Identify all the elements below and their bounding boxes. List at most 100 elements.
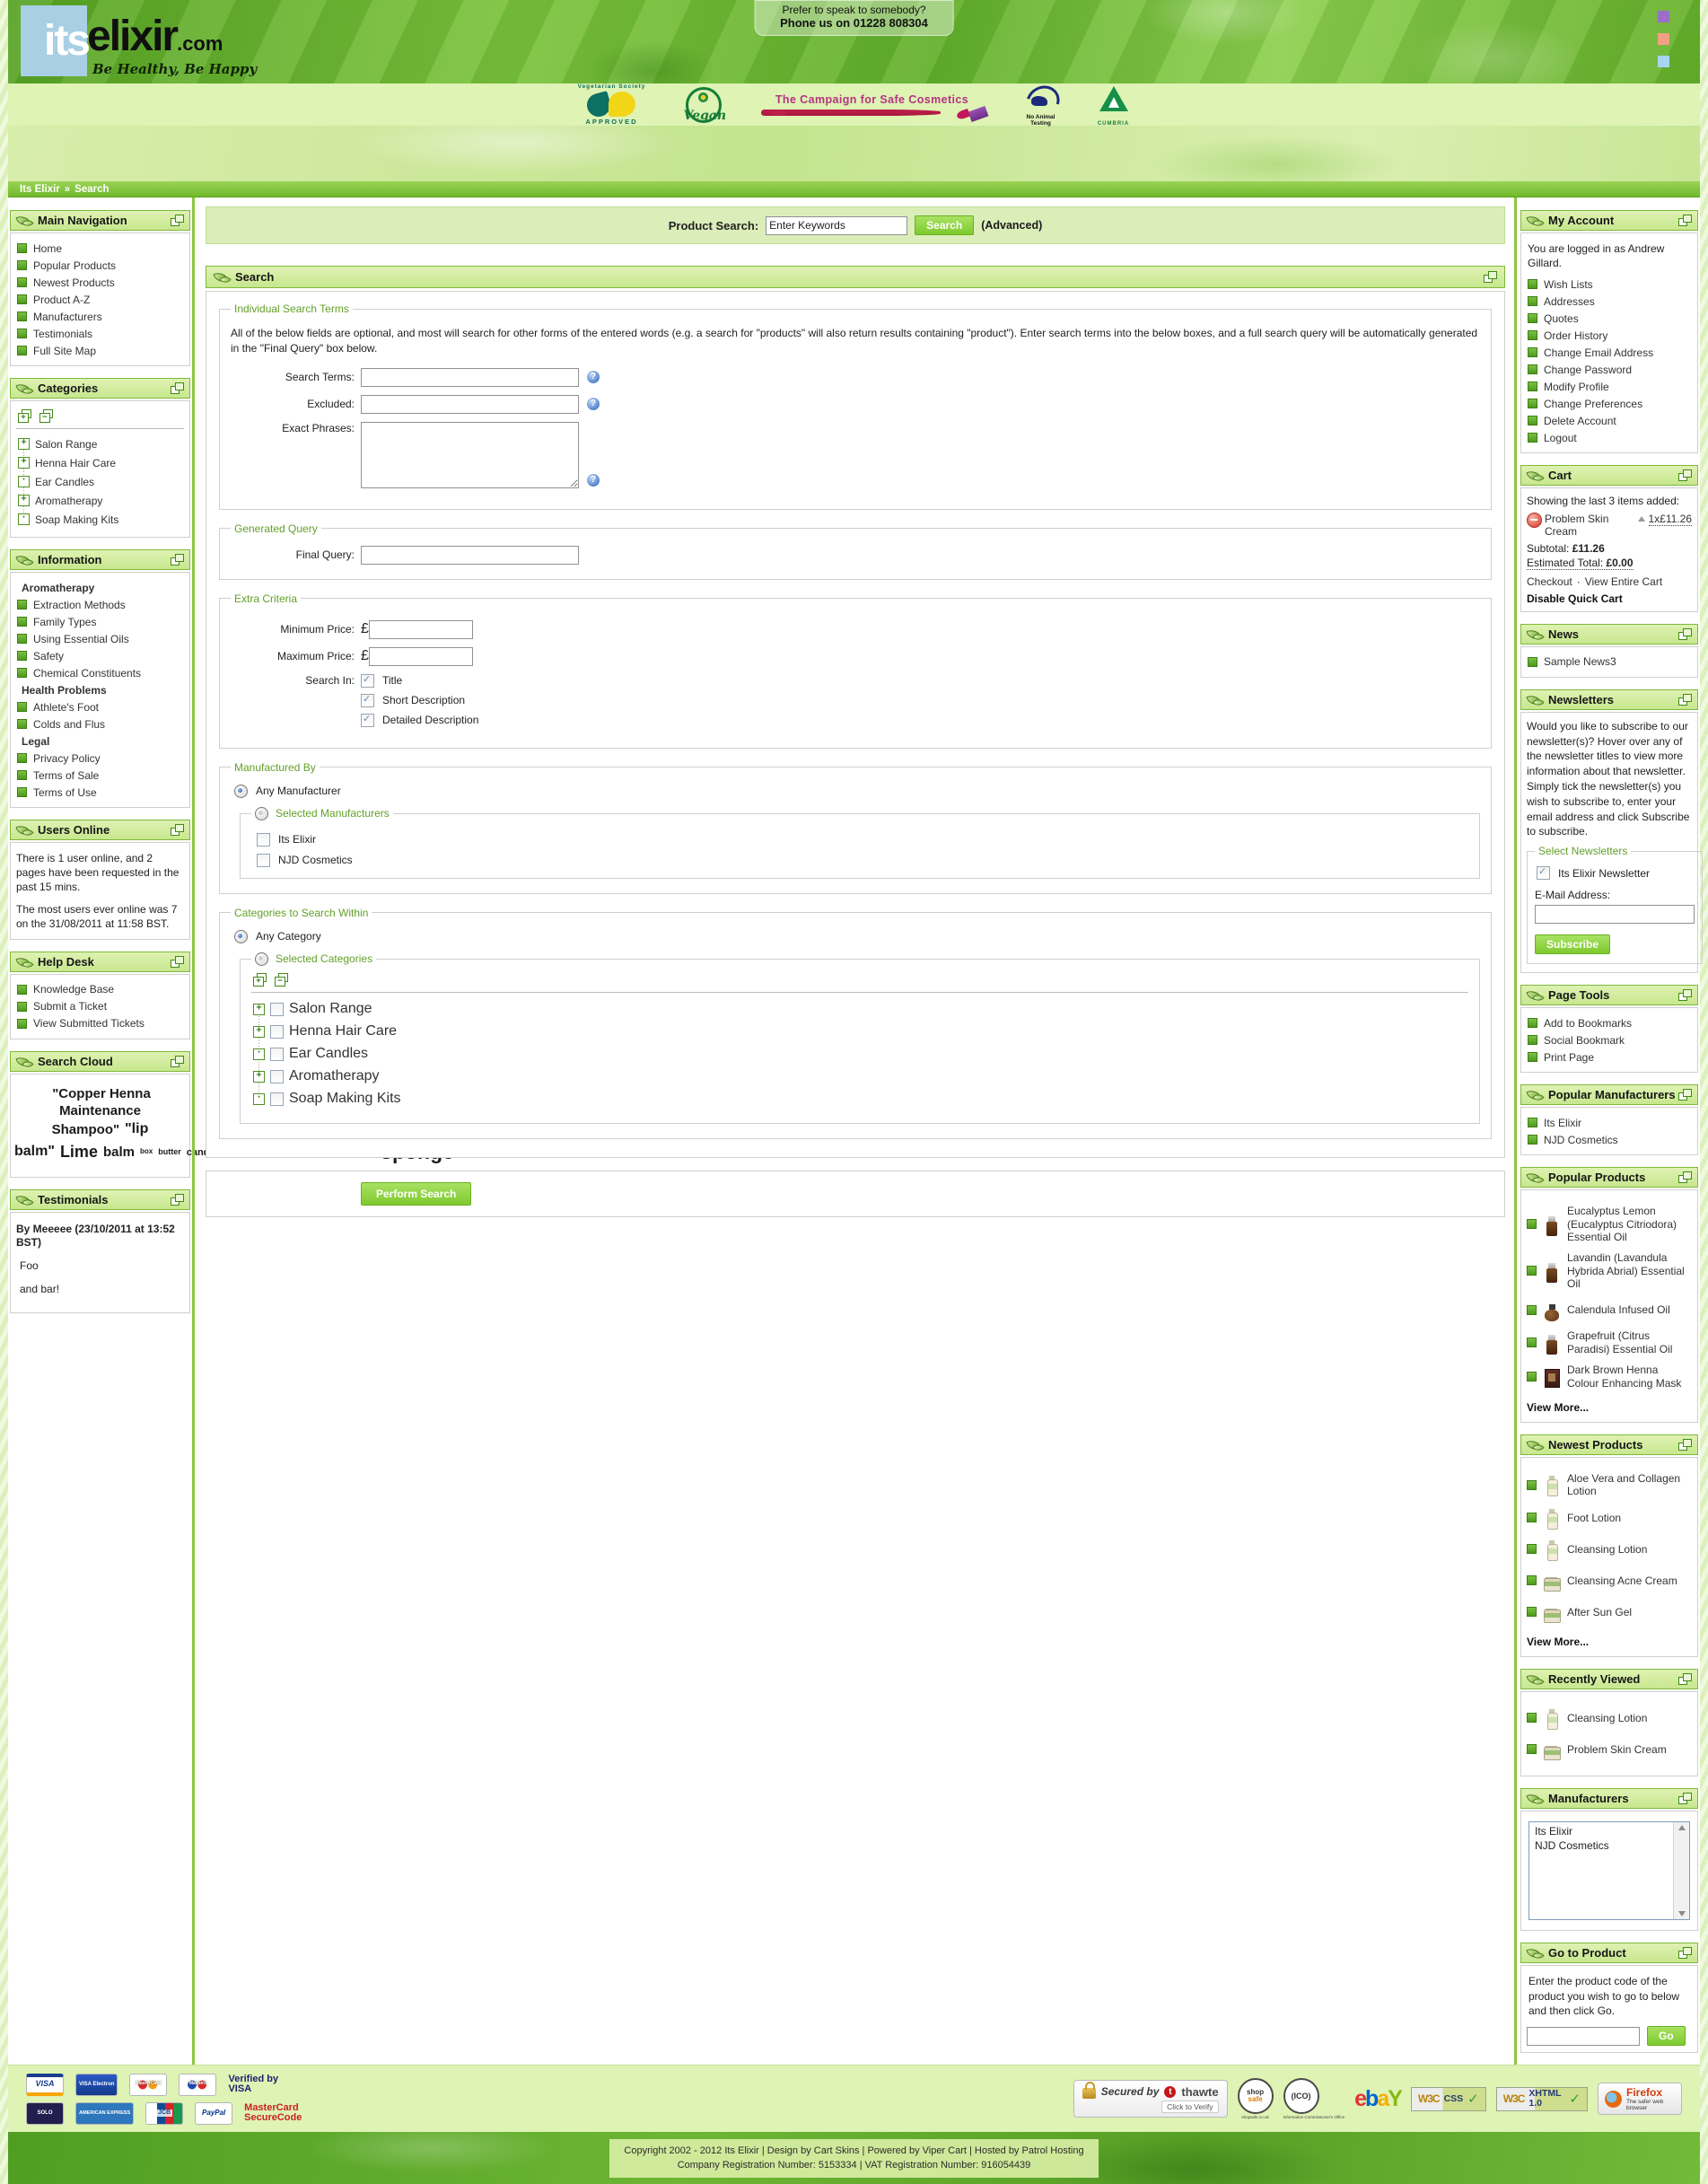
shop-safe-badge[interactable]: shop safe shopsafe.co.uk xyxy=(1237,2078,1274,2119)
information-entry[interactable]: Family Types xyxy=(16,613,184,630)
account-item[interactable]: Change Password xyxy=(1527,361,1692,378)
ico-badge[interactable]: (ICO) Information Commissioner's Office xyxy=(1283,2078,1345,2119)
category-link[interactable]: Soap Making Kits xyxy=(35,513,119,526)
cart-item-link[interactable]: Problem Skin Cream xyxy=(1545,512,1609,539)
collapse-box-icon[interactable] xyxy=(1678,1439,1692,1452)
information-entry[interactable]: Privacy Policy xyxy=(16,750,184,767)
product-item[interactable]: Foot Lotion xyxy=(1527,1506,1692,1530)
product-item[interactable]: Cleansing Lotion xyxy=(1527,1706,1692,1730)
collapse-box-icon[interactable] xyxy=(1678,1171,1692,1184)
manufacturer-item[interactable]: NJD Cosmetics xyxy=(1527,1131,1692,1148)
category-tree-item[interactable]: Henna Hair Care xyxy=(18,453,184,472)
help-desk-item[interactable]: View Submitted Tickets xyxy=(16,1015,184,1032)
nav-link[interactable]: Full Site Map xyxy=(33,344,97,357)
search-cloud-tag[interactable]: Lime xyxy=(59,1142,98,1161)
tree-expander-icon[interactable] xyxy=(253,1003,265,1015)
excluded-input[interactable] xyxy=(361,394,579,414)
account-item[interactable]: Change Email Address xyxy=(1527,344,1692,361)
manufacturer-option[interactable]: Its Elixir xyxy=(257,832,1468,846)
category-tree-item[interactable]: Soap Making Kits xyxy=(18,510,184,529)
category-tree-item[interactable]: Henna Hair Care xyxy=(253,1021,1468,1043)
category-link[interactable]: Ear Candles xyxy=(289,1046,369,1062)
search-cloud-tag[interactable]: "Copper Henna Maintenance Shampoo" xyxy=(51,1085,151,1137)
help-desk-link[interactable]: Knowledge Base xyxy=(33,983,115,996)
search-cloud-tag[interactable]: "lip balm" xyxy=(14,1120,149,1160)
information-entry[interactable]: Safety xyxy=(16,647,184,664)
category-tree-item[interactable]: Salon Range xyxy=(18,434,184,453)
collapse-box-icon[interactable] xyxy=(171,1193,184,1206)
nav-link[interactable]: Popular Products xyxy=(33,259,117,272)
product-link[interactable]: Cleansing Lotion xyxy=(1567,1542,1648,1556)
collapse-box-icon[interactable] xyxy=(1678,469,1692,482)
collapse-all-icon[interactable] xyxy=(39,409,54,423)
information-link[interactable]: Legal xyxy=(22,734,50,748)
product-link[interactable]: Problem Skin Cream xyxy=(1567,1742,1667,1756)
account-link[interactable]: Change Password xyxy=(1544,363,1633,376)
product-item[interactable]: Dark Brown Henna Colour Enhancing Mask xyxy=(1527,1364,1692,1390)
account-link[interactable]: Change Preferences xyxy=(1544,397,1643,410)
tree-expander-icon[interactable] xyxy=(18,513,30,525)
account-link[interactable]: Wish Lists xyxy=(1544,277,1593,291)
nav-item[interactable]: Full Site Map xyxy=(16,342,184,359)
nav-link[interactable]: Home xyxy=(33,241,63,255)
account-item[interactable]: Quotes xyxy=(1527,310,1692,327)
collapse-all-icon[interactable] xyxy=(275,972,289,987)
information-entry[interactable]: Aromatherapy xyxy=(16,579,184,596)
category-tree-item[interactable]: Ear Candles xyxy=(253,1043,1468,1066)
cart-estimated-total[interactable]: Estimated Total: £0.00 xyxy=(1527,556,1692,570)
collapse-box-icon[interactable] xyxy=(171,554,184,566)
search-in-option[interactable]: Title xyxy=(361,673,478,688)
account-link[interactable]: Delete Account xyxy=(1544,414,1616,427)
selected-categories-radio[interactable] xyxy=(255,952,268,966)
click-to-verify-link[interactable]: Click to Verify xyxy=(1161,2101,1219,2114)
go-button[interactable]: Go xyxy=(1647,2026,1686,2047)
information-link[interactable]: Colds and Flus xyxy=(33,717,106,731)
account-item[interactable]: Change Preferences xyxy=(1527,395,1692,412)
any-manufacturer-option[interactable]: Any Manufacturer xyxy=(234,784,1480,798)
remove-item-icon[interactable] xyxy=(1527,512,1542,528)
information-entry[interactable]: Chemical Constituents xyxy=(16,664,184,681)
firefox-badge[interactable]: Firefox The safer web browser xyxy=(1598,2083,1682,2116)
site-logo[interactable]: its elixir .com Be Healthy, Be Happy xyxy=(21,5,257,77)
collapse-box-icon[interactable] xyxy=(171,215,184,226)
category-checkbox[interactable] xyxy=(270,1069,284,1083)
information-link[interactable]: Athlete's Foot xyxy=(33,700,99,714)
information-link[interactable]: Terms of Use xyxy=(33,785,97,799)
category-tree-item[interactable]: Aromatherapy xyxy=(253,1066,1468,1088)
product-code-input[interactable] xyxy=(1527,2026,1640,2046)
information-entry[interactable]: Terms of Use xyxy=(16,784,184,801)
category-checkbox[interactable] xyxy=(270,1092,284,1106)
tree-expander-icon[interactable] xyxy=(18,494,30,506)
manufacturer-link[interactable]: NJD Cosmetics xyxy=(1544,1133,1618,1146)
information-link[interactable]: Health Problems xyxy=(22,683,107,697)
ebay-icon[interactable]: ebaY xyxy=(1354,2087,1403,2110)
thawte-seal[interactable]: Secured by t thawte Click to Verify xyxy=(1073,2080,1228,2118)
page-tool-link[interactable]: Print Page xyxy=(1544,1050,1595,1064)
search-cloud-tag[interactable]: box xyxy=(139,1147,153,1156)
any-category-radio[interactable] xyxy=(234,929,248,943)
search-terms-input[interactable] xyxy=(361,367,579,387)
collapse-box-icon[interactable] xyxy=(1678,1672,1692,1685)
product-item[interactable]: After Sun Gel xyxy=(1527,1601,1692,1624)
breadcrumb-home-link[interactable]: Its Elixir xyxy=(20,183,60,195)
page-tool-item[interactable]: Add to Bookmarks xyxy=(1527,1014,1692,1031)
nav-item[interactable]: Home xyxy=(16,240,184,257)
view-more-link[interactable]: View More... xyxy=(1527,1635,1590,1648)
nav-item[interactable]: Product A-Z xyxy=(16,291,184,308)
information-entry[interactable]: Health Problems xyxy=(16,681,184,698)
product-link[interactable]: After Sun Gel xyxy=(1567,1605,1633,1618)
view-more-link[interactable]: View More... xyxy=(1527,1401,1590,1415)
scrollbar[interactable] xyxy=(1673,1821,1689,1919)
checkbox-icon[interactable] xyxy=(361,673,374,688)
category-checkbox[interactable] xyxy=(270,1002,284,1016)
information-entry[interactable]: Using Essential Oils xyxy=(16,630,184,647)
collapse-box-icon[interactable] xyxy=(171,955,184,968)
information-link[interactable]: Family Types xyxy=(33,615,97,628)
nav-item[interactable]: Manufacturers xyxy=(16,308,184,325)
information-link[interactable]: Extraction Methods xyxy=(33,598,126,611)
information-link[interactable]: Terms of Sale xyxy=(33,768,100,782)
product-link[interactable]: Lavandin (Lavandula Hybrida Abrial) Esse… xyxy=(1567,1251,1685,1291)
account-link[interactable]: Change Email Address xyxy=(1544,346,1654,359)
collapse-box-icon[interactable] xyxy=(171,824,184,836)
newsletter-checkbox[interactable] xyxy=(1537,865,1550,881)
